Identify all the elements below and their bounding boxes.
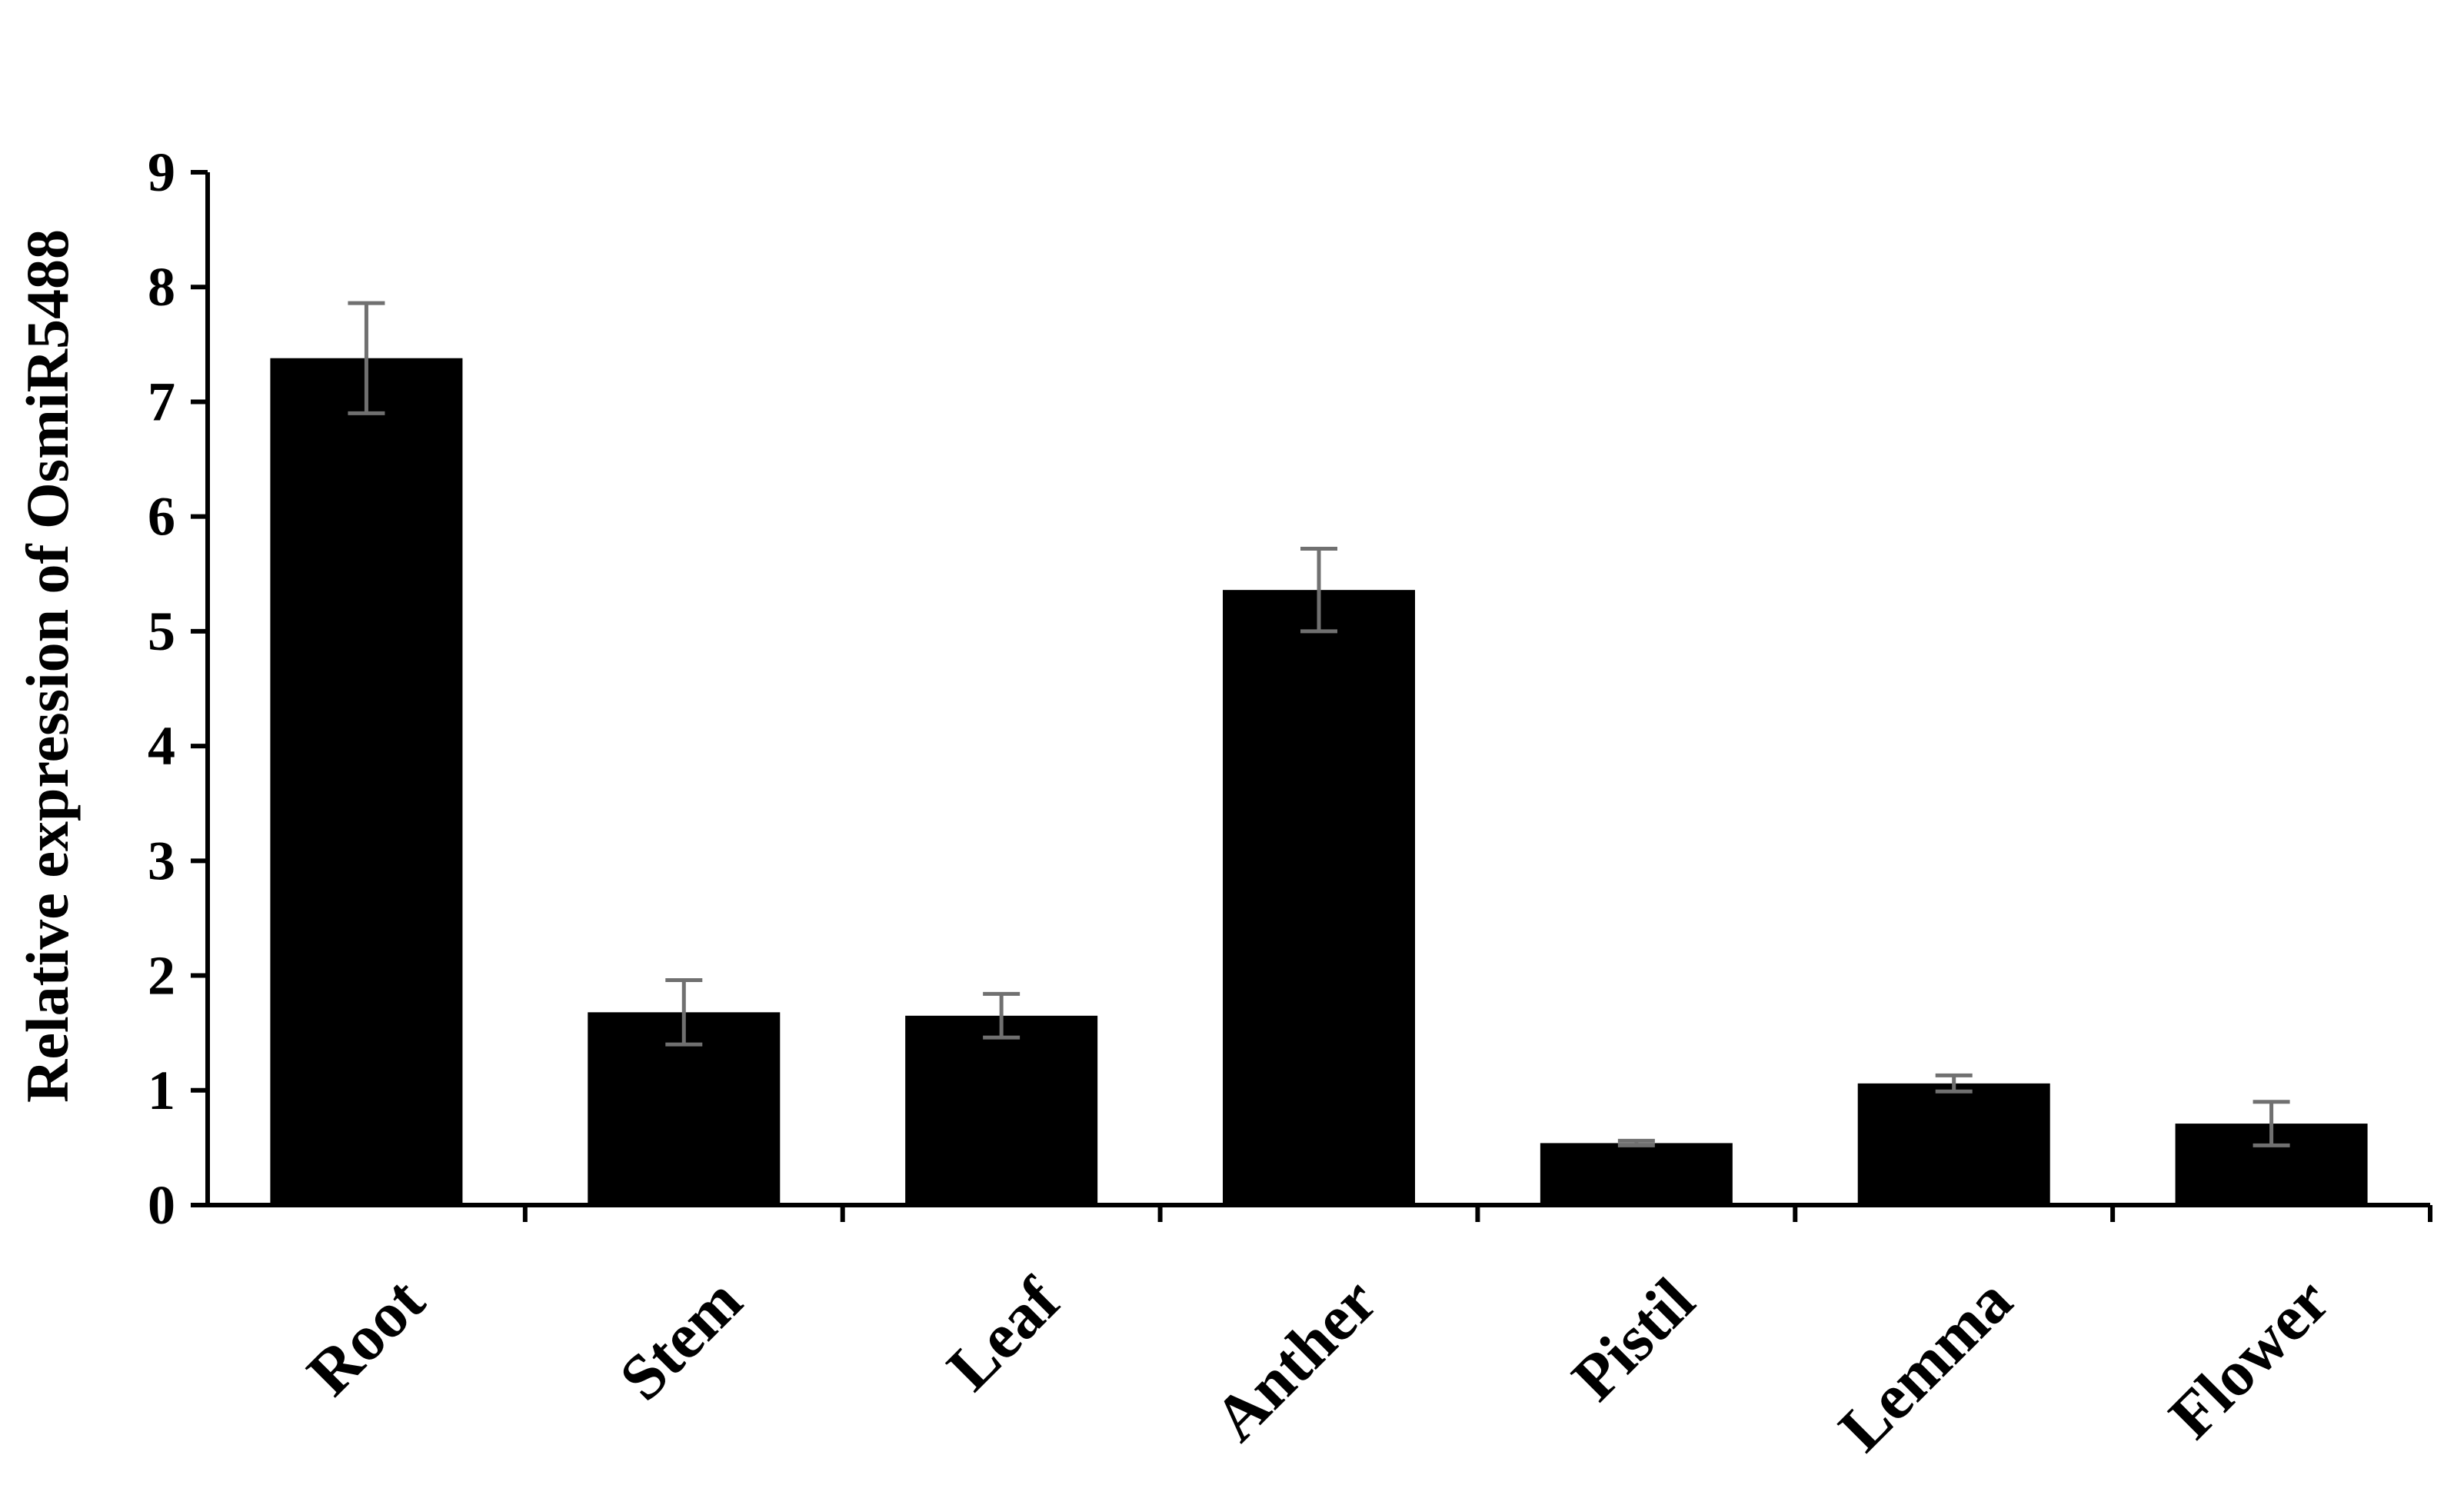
error-bar-flower	[2253, 1100, 2290, 1147]
y-ticks-group: 0 1 2 3 4 5 6 7 8 9	[148, 142, 208, 1236]
x-tick-label: Root	[294, 1265, 438, 1410]
y-axis-label: Relative expression of OsmiR5488	[14, 229, 81, 1103]
error-bar-leaf	[983, 991, 1021, 1040]
y-tick-label: 7	[148, 371, 175, 432]
axes-group	[205, 172, 2430, 1207]
y-tick-label: 1	[148, 1060, 175, 1121]
x-tick-label: Leaf	[934, 1264, 1074, 1404]
y-tick-label: 9	[148, 142, 175, 203]
error-bars-group	[348, 301, 2290, 1147]
error-bar-anther	[1300, 546, 1337, 634]
y-tick-label: 5	[148, 601, 175, 662]
bars-group	[270, 358, 2368, 1205]
bar-pistil	[1540, 1143, 1733, 1205]
error-bar-root	[348, 301, 385, 415]
y-tick-label: 0	[148, 1174, 175, 1236]
x-tick-label: Stem	[606, 1265, 755, 1414]
bar-anther	[1223, 590, 1415, 1205]
y-tick-label: 6	[148, 486, 175, 548]
x-tick-label: Flower	[2156, 1265, 2343, 1453]
y-tick-label: 2	[148, 945, 175, 1007]
x-ticks-group: Root Stem Leaf Anther Pistil Lemma Flower	[294, 1205, 2432, 1465]
y-tick-label: 4	[148, 715, 175, 777]
error-bar-lemma	[1935, 1073, 1973, 1094]
bar-lemma	[1857, 1083, 2050, 1205]
y-tick-label: 3	[148, 830, 175, 891]
x-tick-label: Pistil	[1559, 1265, 1708, 1414]
error-bar-stem	[665, 978, 703, 1047]
x-tick-label: Anther	[1200, 1265, 1390, 1455]
bar-root	[270, 358, 463, 1205]
error-bar-pistil	[1617, 1138, 1655, 1147]
bar-leaf	[905, 1015, 1098, 1205]
x-tick-label: Lemma	[1826, 1265, 2026, 1465]
y-tick-label: 8	[148, 256, 175, 318]
